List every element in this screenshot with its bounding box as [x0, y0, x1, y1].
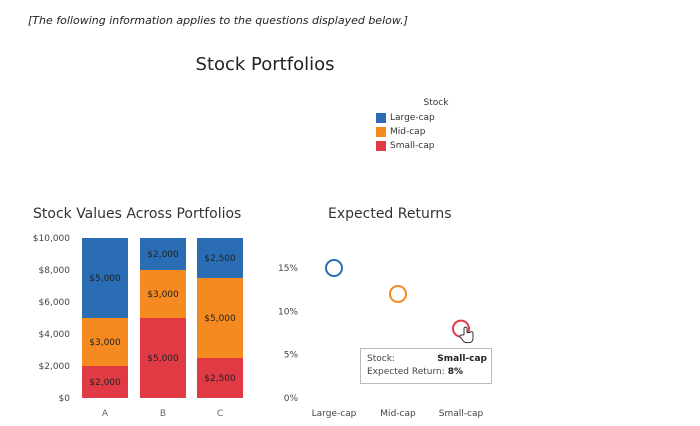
legend-swatch	[376, 141, 386, 151]
bar-data-label: $3,000	[147, 290, 179, 300]
legend-label: Small-cap	[390, 141, 435, 151]
scatter-point	[389, 285, 407, 303]
tooltip-stock-label: Stock:	[367, 354, 395, 364]
legend-item-mid-cap: Mid-cap	[376, 126, 425, 138]
bar-data-label: $5,000	[89, 274, 121, 284]
y-tick-label: $8,000	[39, 266, 71, 276]
scatter-point	[325, 259, 343, 277]
bar-segment	[197, 358, 243, 398]
y-tick-label: $2,000	[39, 362, 71, 372]
y-tick-label: $6,000	[39, 298, 71, 308]
x-tick-label: Large-cap	[312, 409, 357, 419]
y-tick-label: 15%	[278, 264, 298, 274]
pointer-hand-icon	[459, 326, 474, 344]
y-tick-label: $0	[59, 394, 71, 404]
tooltip-stock-value: Small-cap	[437, 354, 487, 364]
x-tick-label: Small-cap	[439, 409, 484, 419]
bar-segment	[197, 278, 243, 358]
y-tick-label: 0%	[284, 394, 299, 404]
chart-tooltip: Stock: Small-cap Expected Return: 8%	[360, 348, 492, 384]
tooltip-return-label: Expected Return:	[367, 367, 445, 377]
bar-data-label: $5,000	[204, 314, 236, 324]
x-tick-label: C	[217, 409, 223, 419]
y-tick-label: $4,000	[39, 330, 71, 340]
bar-data-label: $2,500	[204, 374, 236, 384]
bar-data-label: $5,000	[147, 354, 179, 364]
intro-text: [The following information applies to th…	[28, 14, 408, 27]
legend-item-large-cap: Large-cap	[376, 112, 435, 124]
y-tick-label: 5%	[284, 351, 299, 361]
legend-label: Large-cap	[390, 113, 435, 123]
page-title: Stock Portfolios	[195, 54, 335, 75]
stacked-bar-chart-title: Stock Values Across Portfolios	[33, 206, 242, 222]
bar-data-label: $3,000	[89, 338, 121, 348]
bar-segment	[140, 238, 186, 270]
y-tick-label: 10%	[278, 307, 298, 317]
bar-segment	[197, 238, 243, 278]
bar-segment	[82, 238, 128, 318]
legend-swatch	[376, 113, 386, 123]
legend-item-small-cap: Small-cap	[376, 140, 434, 152]
bar-segment	[140, 318, 186, 398]
bar-data-label: $2,000	[89, 378, 121, 388]
tooltip-return-value: 8%	[447, 367, 464, 377]
legend-swatch	[376, 127, 386, 137]
legend-title: Stock	[423, 98, 449, 108]
bar-data-label: $2,000	[147, 250, 179, 260]
y-tick-label: $10,000	[33, 234, 70, 244]
x-tick-label: B	[160, 409, 166, 419]
bar-segment	[82, 366, 128, 398]
expected-returns-chart-title: Expected Returns	[328, 206, 452, 222]
x-tick-label: Mid-cap	[380, 409, 416, 419]
bar-segment	[140, 270, 186, 318]
legend-label: Mid-cap	[390, 127, 426, 137]
bar-data-label: $2,500	[204, 254, 236, 264]
bar-segment	[82, 318, 128, 366]
x-tick-label: A	[102, 409, 109, 419]
